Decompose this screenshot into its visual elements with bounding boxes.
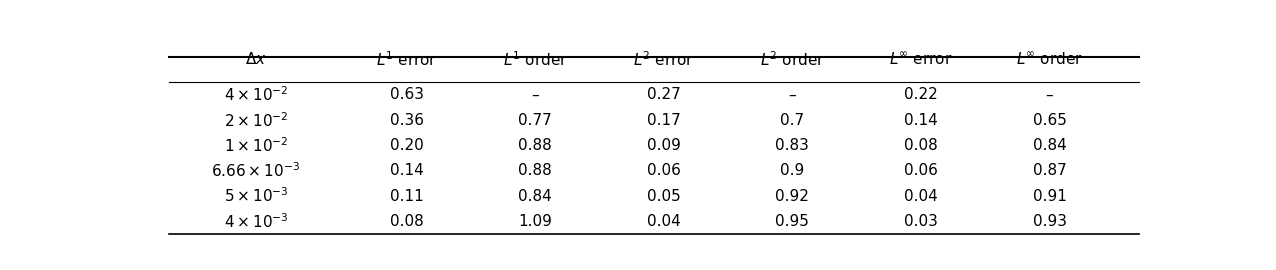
Text: $2 \times 10^{-2}$: $2 \times 10^{-2}$ — [223, 111, 288, 130]
Text: 0.06: 0.06 — [903, 163, 938, 178]
Text: –: – — [789, 87, 796, 102]
Text: $L^{\infty}$ order: $L^{\infty}$ order — [1016, 51, 1083, 68]
Text: 0.84: 0.84 — [518, 189, 553, 204]
Text: 0.22: 0.22 — [905, 87, 938, 102]
Text: 0.03: 0.03 — [903, 214, 938, 229]
Text: 0.08: 0.08 — [390, 214, 424, 229]
Text: $L^{2}$ order: $L^{2}$ order — [760, 50, 824, 69]
Text: $L^{1}$ error: $L^{1}$ error — [376, 50, 438, 69]
Text: $L^{2}$ error: $L^{2}$ error — [633, 50, 694, 69]
Text: 0.7: 0.7 — [781, 113, 804, 128]
Text: $1 \times 10^{-2}$: $1 \times 10^{-2}$ — [223, 136, 288, 155]
Text: $L^{1}$ order: $L^{1}$ order — [503, 50, 568, 69]
Text: 0.04: 0.04 — [647, 214, 680, 229]
Text: 0.83: 0.83 — [776, 138, 809, 153]
Text: 0.91: 0.91 — [1032, 189, 1067, 204]
Text: 0.27: 0.27 — [647, 87, 680, 102]
Text: $6.66 \times 10^{-3}$: $6.66 \times 10^{-3}$ — [212, 161, 300, 180]
Text: 0.93: 0.93 — [1032, 214, 1067, 229]
Text: 0.88: 0.88 — [518, 138, 553, 153]
Text: 0.87: 0.87 — [1032, 163, 1067, 178]
Text: $4 \times 10^{-3}$: $4 \times 10^{-3}$ — [223, 212, 288, 231]
Text: 0.05: 0.05 — [647, 189, 680, 204]
Text: 0.36: 0.36 — [389, 113, 424, 128]
Text: $L^{\infty}$ error: $L^{\infty}$ error — [889, 51, 953, 68]
Text: 0.06: 0.06 — [647, 163, 681, 178]
Text: 0.09: 0.09 — [647, 138, 681, 153]
Text: 0.88: 0.88 — [518, 163, 553, 178]
Text: 0.84: 0.84 — [1032, 138, 1067, 153]
Text: 0.14: 0.14 — [905, 113, 938, 128]
Text: –: – — [532, 87, 538, 102]
Text: 0.92: 0.92 — [776, 189, 809, 204]
Text: 1.09: 1.09 — [518, 214, 553, 229]
Text: 0.14: 0.14 — [390, 163, 424, 178]
Text: 0.20: 0.20 — [390, 138, 424, 153]
Text: 0.04: 0.04 — [905, 189, 938, 204]
Text: $\Delta x$: $\Delta x$ — [245, 51, 267, 68]
Text: $4 \times 10^{-2}$: $4 \times 10^{-2}$ — [223, 86, 288, 104]
Text: 0.9: 0.9 — [780, 163, 805, 178]
Text: 0.11: 0.11 — [390, 189, 424, 204]
Text: 0.08: 0.08 — [905, 138, 938, 153]
Text: 0.63: 0.63 — [389, 87, 424, 102]
Text: $5 \times 10^{-3}$: $5 \times 10^{-3}$ — [223, 187, 288, 205]
Text: 0.17: 0.17 — [647, 113, 680, 128]
Text: 0.77: 0.77 — [518, 113, 553, 128]
Text: –: – — [1046, 87, 1053, 102]
Text: 0.65: 0.65 — [1032, 113, 1067, 128]
Text: 0.95: 0.95 — [776, 214, 809, 229]
